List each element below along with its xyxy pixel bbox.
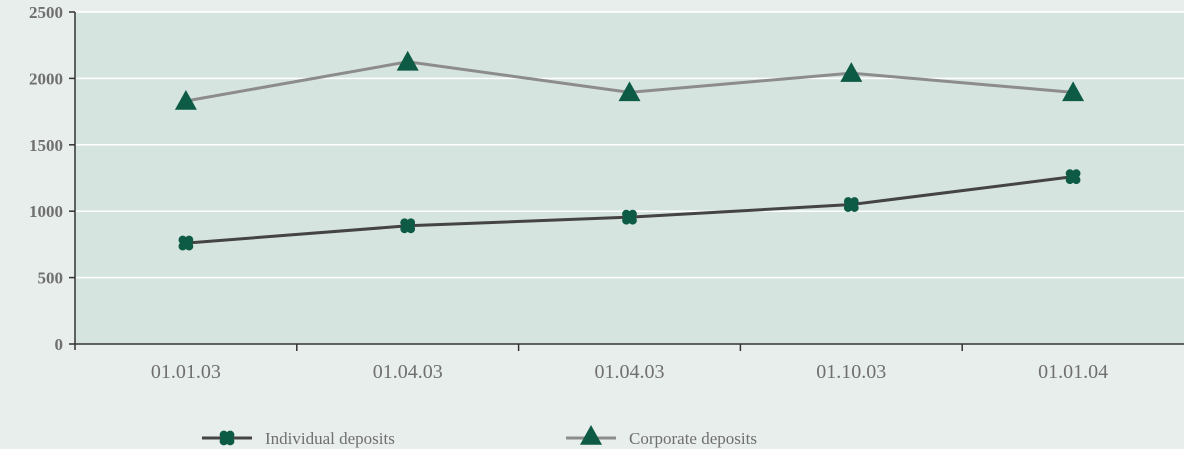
series-markers xyxy=(174,50,1085,251)
legend-clover-marker xyxy=(219,430,235,446)
legend-item: Individual deposits xyxy=(202,429,395,448)
legend: Individual deposits Corporate deposits xyxy=(202,425,757,448)
data-point xyxy=(174,89,197,110)
x-tick-label: 01.01.04 xyxy=(1038,361,1108,383)
data-point xyxy=(622,209,637,225)
gridlines xyxy=(75,11,1184,279)
legend-triangle-marker xyxy=(580,425,602,445)
y-tick-label: 1000 xyxy=(29,202,63,221)
data-point xyxy=(840,62,863,82)
legend-item: Corporate deposits xyxy=(566,425,757,448)
legend-label: Individual deposits xyxy=(265,429,395,448)
data-point xyxy=(400,218,416,234)
x-tick-label: 01.10.03 xyxy=(816,361,886,383)
legend-label: Corporate deposits xyxy=(629,429,757,448)
data-point xyxy=(396,50,419,71)
data-point xyxy=(618,81,641,102)
plot-area xyxy=(75,12,1184,344)
y-axis-ticks: 0 500 1000 1500 2000 2500 xyxy=(29,3,63,354)
x-tick-label: 01.04.03 xyxy=(373,361,443,383)
y-tick-label: 500 xyxy=(38,269,64,288)
data-point xyxy=(1065,169,1081,185)
data-point xyxy=(1062,81,1085,102)
x-tick-label: 01.04.03 xyxy=(595,361,665,383)
y-tick-label: 2000 xyxy=(29,69,63,88)
axes xyxy=(69,11,1184,351)
data-point xyxy=(843,197,859,212)
data-point xyxy=(178,235,194,251)
x-axis-ticks: 01.01.03 01.04.03 01.04.03 01.10.03 01.01.04 xyxy=(151,361,1108,383)
y-tick-label: 2500 xyxy=(29,3,63,22)
x-tick-label: 01.01.03 xyxy=(151,361,221,383)
y-tick-label: 0 xyxy=(55,335,64,354)
y-tick-label: 1500 xyxy=(29,136,63,155)
